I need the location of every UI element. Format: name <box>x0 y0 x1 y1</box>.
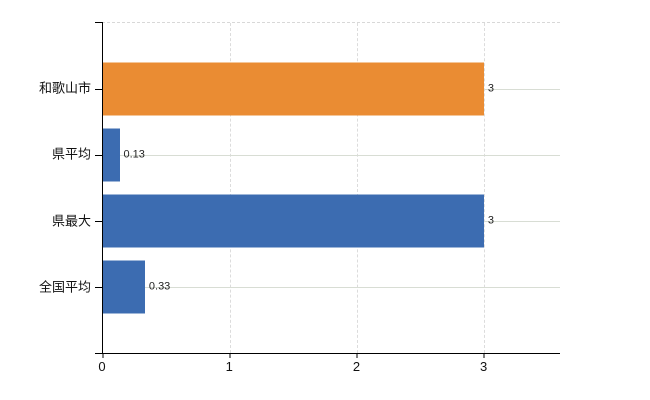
y-axis-tick <box>95 287 103 288</box>
category-label-ken-saidai: 県最大 <box>51 213 91 229</box>
x-tick-label-1: 1 <box>225 359 233 374</box>
category-label-ken-heikin: 県平均 <box>51 146 91 162</box>
plot-area: 3 0.13 3 0.33 <box>95 22 560 358</box>
y-axis-tick <box>95 221 103 222</box>
y-axis-tick-top <box>95 22 103 23</box>
bar-ken-heikin <box>103 128 120 182</box>
bar-wakayama-shi <box>103 62 484 116</box>
y-axis-labels: 和歌山市 県平均 県最大 全国平均 <box>0 22 94 353</box>
value-label: 0.13 <box>123 148 145 161</box>
x-gridline-1 <box>229 23 231 353</box>
category-label-wakayama-shi: 和歌山市 <box>38 80 91 96</box>
x-axis-tick <box>483 353 485 358</box>
x-gridline-3 <box>483 23 485 353</box>
x-axis-tick <box>229 353 231 358</box>
value-label: 3 <box>487 214 494 227</box>
y-axis-tick <box>95 155 103 156</box>
value-label: 0.33 <box>148 280 171 293</box>
category-gridline <box>103 155 560 156</box>
x-tick-label-3: 3 <box>480 359 488 374</box>
y-axis-tick <box>95 89 103 90</box>
x-tick-label-2: 2 <box>352 359 361 374</box>
bar-zenkoku-heikin <box>103 260 145 314</box>
x-axis-tick <box>102 353 104 358</box>
category-gridline <box>103 287 560 288</box>
x-tick-label-0: 0 <box>98 359 106 374</box>
x-gridline-2 <box>356 23 358 353</box>
x-axis-line <box>95 353 560 354</box>
x-axis-tick <box>356 353 358 358</box>
category-label-zenkoku-heikin: 全国平均 <box>38 279 91 295</box>
x-axis-labels: 0 1 2 3 <box>98 359 560 378</box>
value-label: 3 <box>487 82 494 95</box>
bar-ken-saidai <box>103 194 484 248</box>
